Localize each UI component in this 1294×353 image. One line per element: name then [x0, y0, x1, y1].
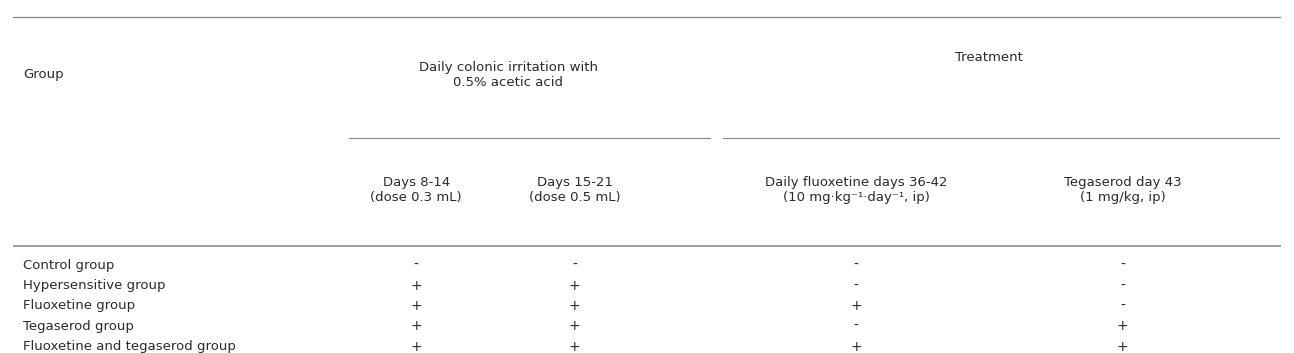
Text: Daily fluoxetine days 36-42
(10 mg·kg⁻¹·day⁻¹, ip): Daily fluoxetine days 36-42 (10 mg·kg⁻¹·…: [765, 176, 947, 204]
Text: -: -: [1121, 279, 1124, 293]
Text: Fluoxetine and tegaserod group: Fluoxetine and tegaserod group: [23, 340, 236, 353]
Text: Daily colonic irritation with
0.5% acetic acid: Daily colonic irritation with 0.5% aceti…: [419, 61, 598, 89]
Text: +: +: [1117, 319, 1128, 333]
Text: Tegaserod day 43
(1 mg/kg, ip): Tegaserod day 43 (1 mg/kg, ip): [1064, 176, 1181, 204]
Text: -: -: [854, 319, 859, 333]
Text: +: +: [410, 340, 422, 353]
Text: +: +: [410, 279, 422, 293]
Text: Tegaserod group: Tegaserod group: [23, 320, 135, 333]
Text: Days 15-21
(dose 0.5 mL): Days 15-21 (dose 0.5 mL): [529, 176, 621, 204]
Text: -: -: [854, 258, 859, 272]
Text: +: +: [410, 299, 422, 313]
Text: +: +: [1117, 340, 1128, 353]
Text: -: -: [414, 258, 419, 272]
Text: +: +: [850, 340, 862, 353]
Text: Treatment: Treatment: [955, 52, 1024, 64]
Text: -: -: [1121, 258, 1124, 272]
Text: Control group: Control group: [23, 259, 114, 272]
Text: Fluoxetine group: Fluoxetine group: [23, 299, 135, 312]
Text: -: -: [1121, 299, 1124, 313]
Text: +: +: [410, 319, 422, 333]
Text: Days 8-14
(dose 0.3 mL): Days 8-14 (dose 0.3 mL): [370, 176, 462, 204]
Text: +: +: [569, 299, 581, 313]
Text: +: +: [569, 319, 581, 333]
Text: Group: Group: [23, 68, 63, 81]
Text: +: +: [569, 340, 581, 353]
Text: +: +: [850, 299, 862, 313]
Text: -: -: [854, 279, 859, 293]
Text: -: -: [572, 258, 577, 272]
Text: Hypersensitive group: Hypersensitive group: [23, 279, 166, 292]
Text: +: +: [569, 279, 581, 293]
